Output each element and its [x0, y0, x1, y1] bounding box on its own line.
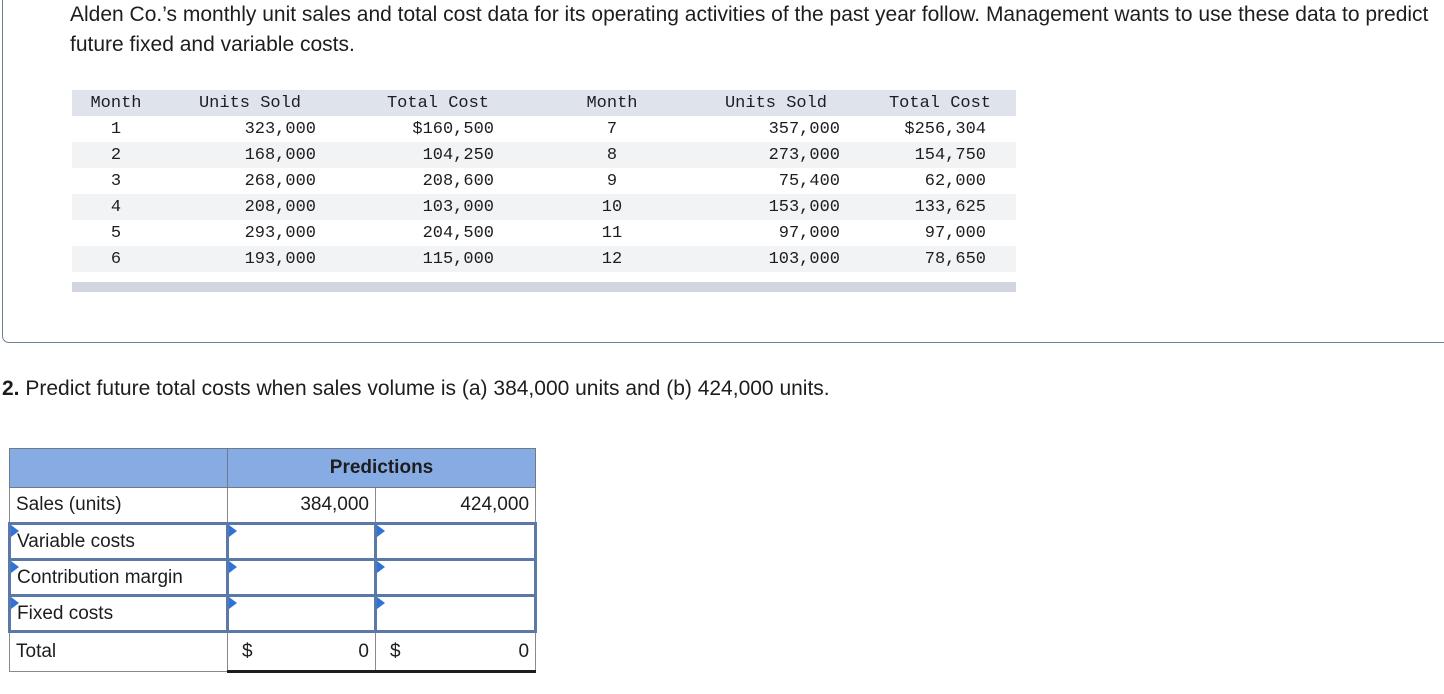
question-number: 2. [2, 377, 20, 400]
units-sold-cell: 103,000 [768, 249, 840, 269]
month-cell: 12 [601, 249, 623, 269]
month-cell: 9 [606, 171, 618, 191]
units-sold-cell: 193,000 [244, 249, 316, 269]
month-cell: 2 [110, 145, 122, 165]
input-marker-icon [377, 561, 385, 573]
question-body: Predict future total costs when sales vo… [25, 377, 830, 400]
fixed-costs-input-b[interactable] [373, 594, 538, 633]
units-sold-cell: 273,000 [768, 145, 840, 165]
total-cost-cell: 78,650 [924, 249, 986, 269]
variable-costs-label-field[interactable]: Variable costs [8, 522, 229, 561]
sales-row: Sales (units) 384,000 424,000 [9, 487, 537, 524]
total-cost-cell: $160,500 [412, 119, 494, 139]
intro-text: Alden Co.’s monthly unit sales and total… [70, 3, 1429, 56]
header-month: Month [586, 93, 638, 113]
contribution-margin-label-field[interactable]: Contribution margin [8, 558, 229, 597]
header-month: Month [90, 93, 142, 113]
total-cost-cell: 97,000 [924, 223, 986, 243]
total-cost-cell: 103,000 [422, 197, 494, 217]
sales-value-b: 424,000 [374, 487, 537, 524]
month-cell: 8 [606, 145, 618, 165]
total-cost-cell: 154,750 [914, 145, 986, 165]
total-cost-cell: $256,304 [904, 119, 986, 139]
fixed-costs-input-a[interactable] [226, 594, 377, 633]
header-units-sold: Units Sold [724, 93, 828, 113]
contribution-margin-input-b[interactable] [373, 558, 538, 597]
question-text: 2. Predict future total costs when sales… [2, 377, 830, 401]
header-units-sold: Units Sold [198, 93, 302, 113]
month-cell: 4 [110, 197, 122, 217]
input-marker-icon [11, 597, 19, 609]
contribution-margin-row: Contribution margin [8, 558, 538, 597]
input-marker-icon [229, 561, 237, 573]
predictions-table: Predictions Sales (units) 384,000 424,00… [8, 448, 538, 673]
total-cost-cell: 204,500 [422, 223, 494, 243]
units-sold-cell: 208,000 [244, 197, 316, 217]
month-cell: 10 [601, 197, 623, 217]
table-footer-bar [72, 282, 1016, 292]
sales-value-a: 384,000 [227, 487, 376, 524]
input-marker-icon [11, 561, 19, 573]
total-value-b: $0 [374, 631, 537, 673]
total-amount-a: 0 [358, 640, 369, 662]
header-total-cost: Total Cost [888, 93, 992, 113]
units-sold-cell: 268,000 [244, 171, 316, 191]
total-amount-b: 0 [518, 640, 530, 662]
input-marker-icon [377, 525, 385, 537]
month-cell: 7 [606, 119, 618, 139]
fixed-costs-label: Fixed costs [17, 602, 114, 624]
total-row: Total $0 $0 [9, 631, 537, 673]
month-cell: 11 [601, 223, 623, 243]
total-label: Total [9, 631, 228, 672]
units-sold-cell: 153,000 [768, 197, 840, 217]
predictions-header-row: Predictions [9, 448, 537, 488]
header-blank-cell [9, 448, 228, 488]
table-row: 5 293,000 204,500 11 97,000 97,000 [72, 220, 1016, 246]
month-cell: 3 [110, 171, 122, 191]
units-sold-cell: 168,000 [244, 145, 316, 165]
predictions-title: Predictions [226, 448, 537, 488]
input-marker-icon [229, 597, 237, 609]
variable-costs-label: Variable costs [17, 530, 135, 552]
total-cost-cell: 115,000 [422, 249, 494, 269]
variable-costs-input-b[interactable] [373, 522, 538, 561]
total-cost-cell: 133,625 [914, 197, 986, 217]
table-row: 3 268,000 208,600 9 75,400 62,000 [72, 168, 1016, 194]
total-value-a: $0 [227, 631, 376, 673]
input-marker-icon [377, 597, 385, 609]
table-row: 2 168,000 104,250 8 273,000 154,750 [72, 142, 1016, 168]
table-header-row: Month Units Sold Total Cost Month Units … [72, 90, 1016, 116]
month-cell: 1 [110, 119, 122, 139]
units-sold-cell: 293,000 [244, 223, 316, 243]
contribution-margin-input-a[interactable] [226, 558, 377, 597]
units-sold-cell: 357,000 [768, 119, 840, 139]
table-row: 6 193,000 115,000 12 103,000 78,650 [72, 246, 1016, 272]
header-total-cost: Total Cost [386, 93, 490, 113]
month-cell: 5 [110, 223, 122, 243]
currency-symbol: $ [390, 640, 401, 662]
fixed-costs-row: Fixed costs [8, 594, 538, 633]
fixed-costs-label-field[interactable]: Fixed costs [8, 594, 229, 633]
data-panel [2, 0, 1444, 343]
units-sold-cell: 75,400 [778, 171, 840, 191]
month-cell: 6 [110, 249, 122, 269]
table-row: 4 208,000 103,000 10 153,000 133,625 [72, 194, 1016, 220]
total-cost-cell: 62,000 [924, 171, 986, 191]
contribution-margin-label: Contribution margin [17, 566, 183, 588]
cost-data-table: Month Units Sold Total Cost Month Units … [72, 90, 1016, 272]
table-row: 1 323,000 $160,500 7 357,000 $256,304 [72, 116, 1016, 142]
units-sold-cell: 323,000 [244, 119, 316, 139]
input-marker-icon [229, 525, 237, 537]
units-sold-cell: 97,000 [778, 223, 840, 243]
input-marker-icon [11, 525, 19, 537]
variable-costs-input-a[interactable] [226, 522, 377, 561]
currency-symbol: $ [242, 640, 253, 662]
variable-costs-row: Variable costs [8, 522, 538, 561]
total-cost-cell: 208,600 [422, 171, 494, 191]
sales-label: Sales (units) [9, 487, 228, 524]
total-cost-cell: 104,250 [422, 145, 494, 165]
